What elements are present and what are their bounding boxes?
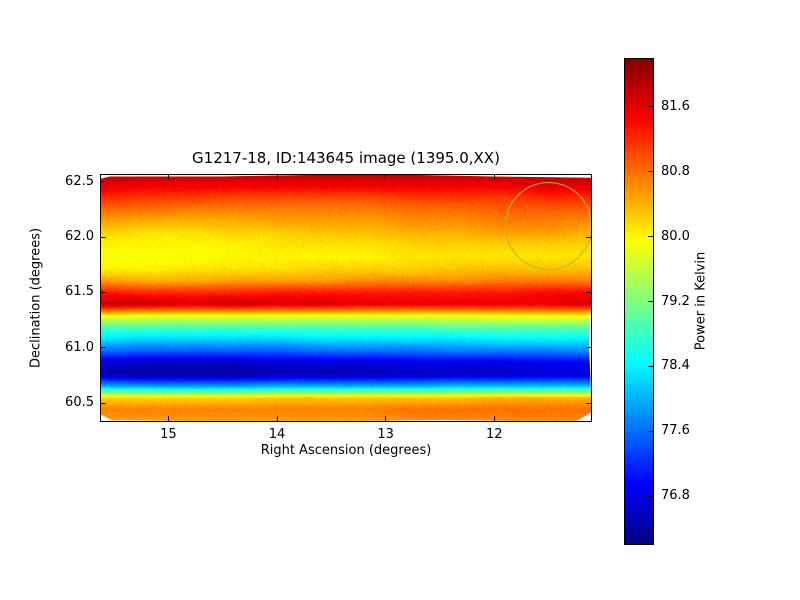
x-tick-mark bbox=[167, 174, 169, 180]
y-tick-mark bbox=[586, 291, 592, 293]
colorbar-tick-mark bbox=[648, 106, 654, 108]
y-tick-label: 62.0 bbox=[65, 229, 94, 245]
colorbar-tick-mark bbox=[648, 171, 654, 173]
colorbar-tick-label: 76.8 bbox=[661, 488, 690, 504]
y-tick-mark bbox=[100, 347, 106, 349]
colorbar-tick-label: 77.6 bbox=[661, 423, 690, 439]
y-tick-mark bbox=[586, 347, 592, 349]
x-tick-mark bbox=[493, 416, 495, 422]
plot-area bbox=[100, 174, 592, 422]
y-tick-label: 62.5 bbox=[65, 173, 94, 189]
colorbar-tick-label: 80.0 bbox=[661, 228, 690, 244]
colorbar-tick-mark bbox=[648, 495, 654, 497]
colorbar-tick-label: 79.2 bbox=[661, 293, 690, 309]
x-tick-mark bbox=[167, 416, 169, 422]
y-tick-mark bbox=[586, 236, 592, 238]
x-tick-label: 15 bbox=[160, 427, 177, 442]
y-tick-mark bbox=[100, 181, 106, 183]
x-tick-label: 13 bbox=[377, 427, 394, 442]
colorbar bbox=[624, 58, 654, 545]
y-tick-mark bbox=[100, 236, 106, 238]
colorbar-tick-label: 81.6 bbox=[661, 98, 690, 114]
y-tick-mark bbox=[586, 181, 592, 183]
x-tick-label: 14 bbox=[268, 427, 286, 442]
colorbar-tick-mark bbox=[648, 236, 654, 238]
y-tick-label: 60.5 bbox=[65, 395, 94, 411]
x-tick-mark bbox=[276, 174, 278, 180]
x-tick-label: 12 bbox=[485, 427, 503, 442]
y-tick-label: 61.0 bbox=[65, 339, 94, 355]
colorbar-tick-label: 80.8 bbox=[661, 163, 690, 179]
y-tick-mark bbox=[100, 402, 106, 404]
plot-title: G1217-18, ID:143645 image (1395.0,XX) bbox=[192, 149, 500, 167]
colorbar-tick-mark bbox=[648, 301, 654, 302]
annotation-circle bbox=[505, 181, 592, 271]
colorbar-tick-mark bbox=[648, 365, 654, 367]
x-tick-mark bbox=[493, 174, 495, 180]
x-tick-mark bbox=[276, 416, 278, 422]
y-tick-label: 61.5 bbox=[65, 284, 94, 300]
y-tick-mark bbox=[586, 402, 592, 404]
colorbar-tick-label: 78.4 bbox=[661, 358, 690, 374]
x-tick-mark bbox=[385, 416, 387, 422]
colorbar-tick-mark bbox=[648, 430, 654, 432]
y-tick-mark bbox=[100, 291, 106, 293]
x-tick-mark bbox=[385, 174, 387, 180]
x-axis-label: Right Ascension (degrees) bbox=[260, 443, 432, 458]
